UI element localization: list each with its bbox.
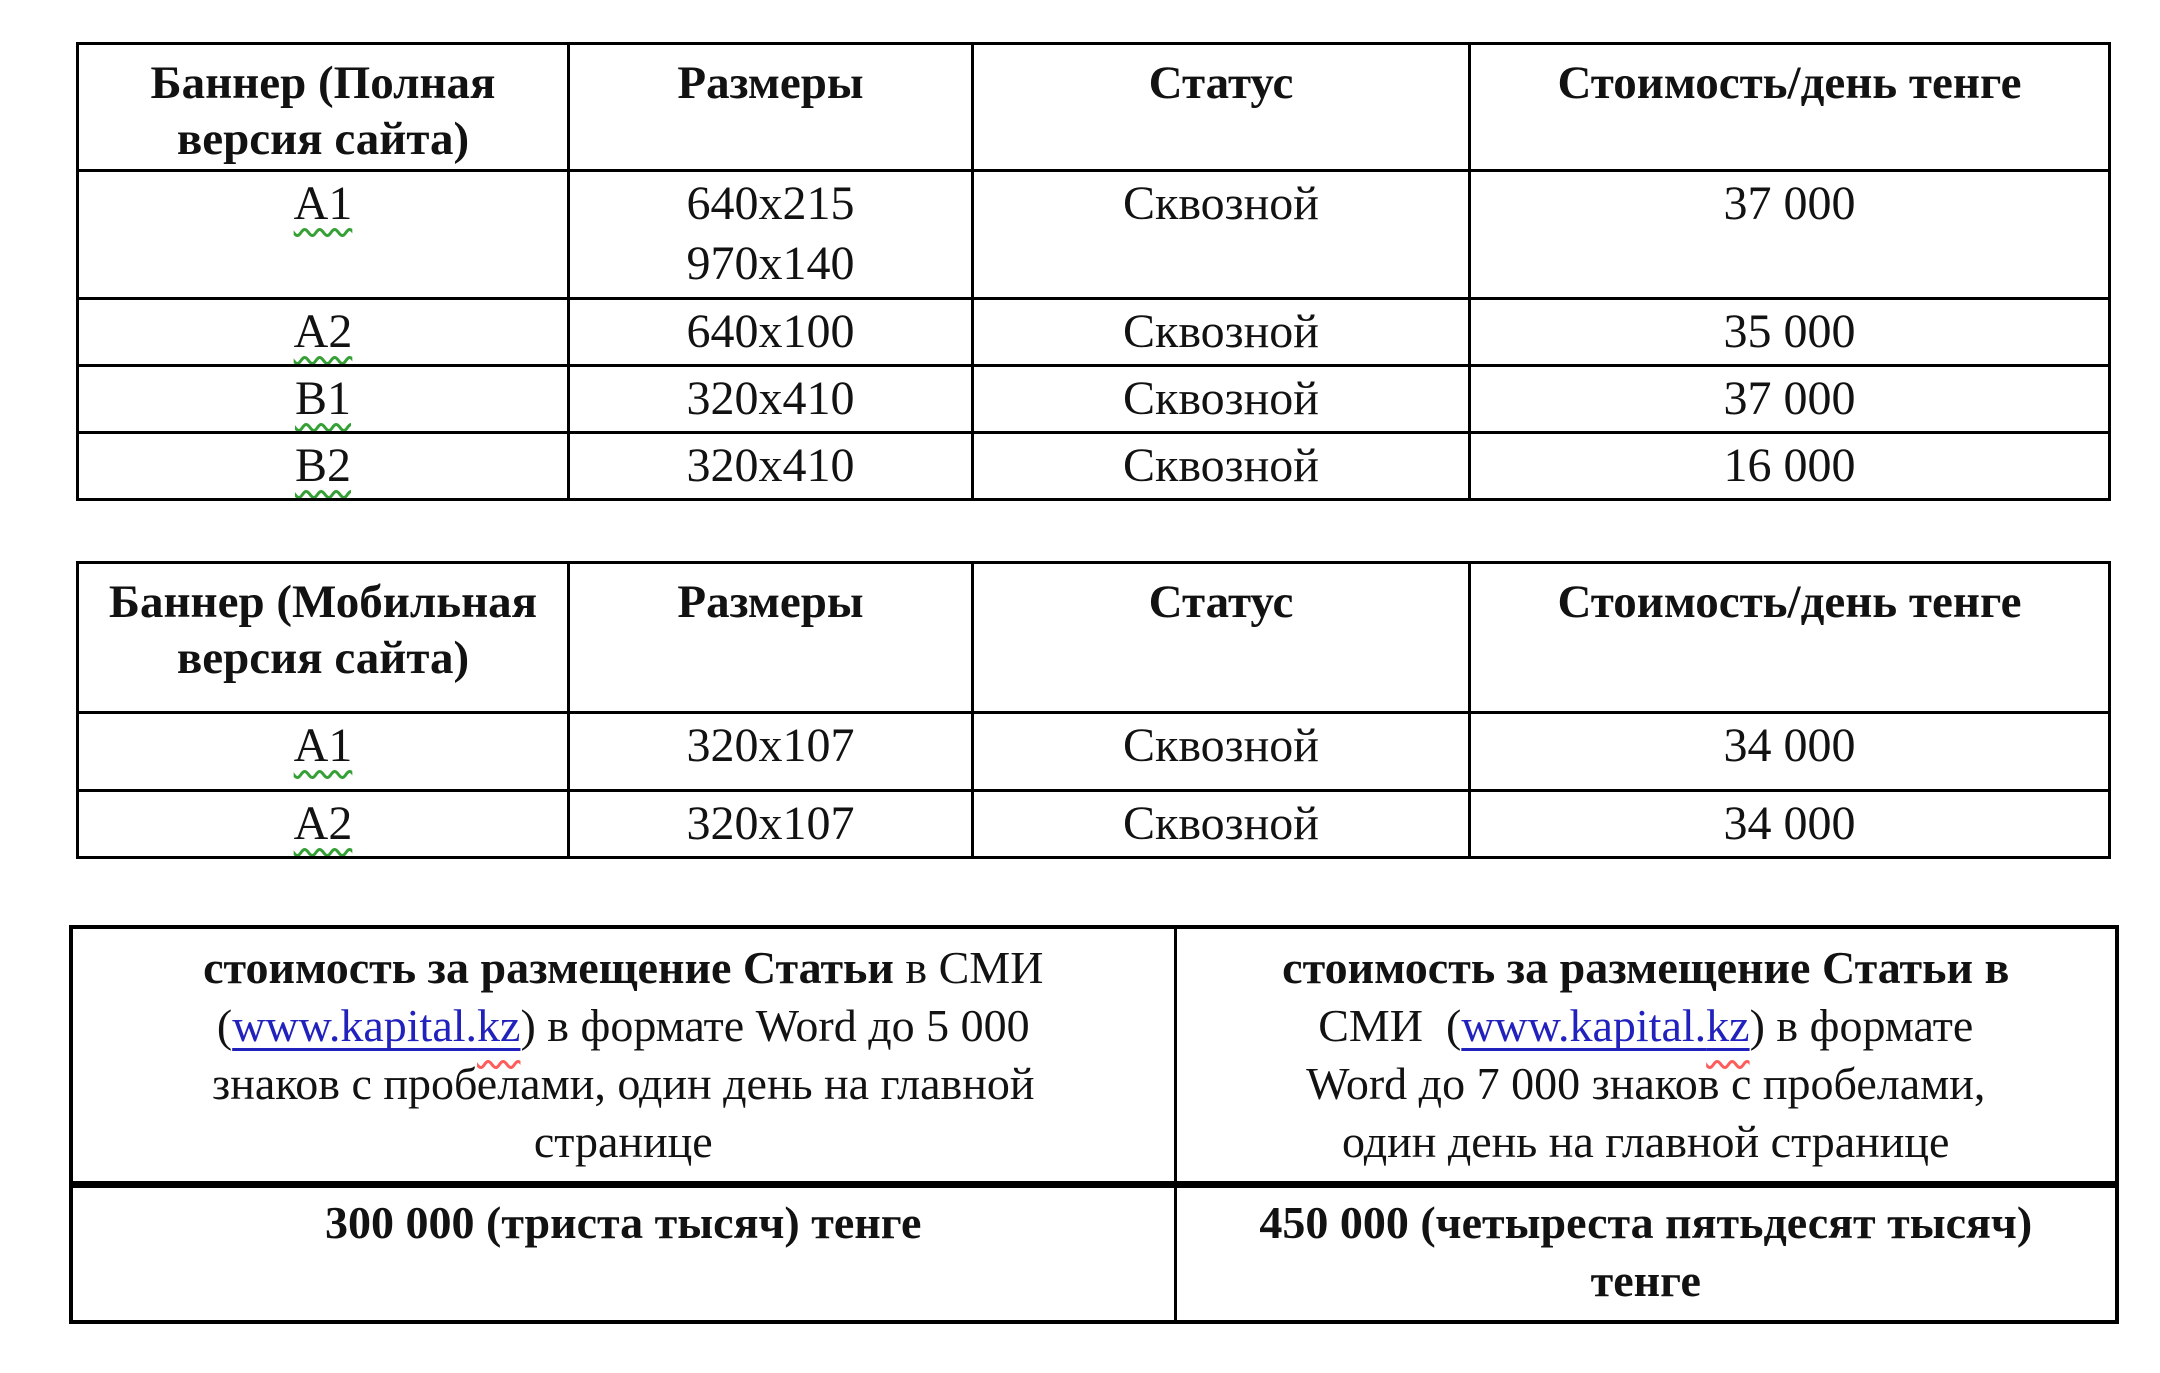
header-cell-sizes: Размеры: [567, 561, 974, 714]
article-7000-description-cell: стоимость за размещение Статьи в СМИ (ww…: [1173, 925, 2119, 1186]
price-cell: 37 000: [1468, 169, 2111, 300]
status-cell: Сквозной: [971, 431, 1471, 501]
table-row: B2 320x410 Сквозной 16 000: [76, 431, 2111, 501]
description-bold-text: стоимость за размещение Статьи в: [1282, 942, 2010, 993]
table-header-row: Баннер (Полная версия сайта) Размеры Ста…: [76, 42, 2111, 172]
header-cell-status: Статус: [971, 42, 1471, 172]
sizes-cell: 640x215 970x140: [567, 169, 974, 300]
sizes-cell: 320x107: [567, 711, 974, 792]
sizes-cell: 320x410: [567, 431, 974, 501]
sizes-cell: 640x100: [567, 297, 974, 367]
price-cell: 37 000: [1468, 364, 2111, 434]
header-cell-status: Статус: [971, 561, 1471, 714]
banner-name-cell: A1: [76, 711, 570, 792]
table-row: A2 640x100 Сквозной 35 000: [76, 297, 2111, 367]
description-bold-text: стоимость за размещение Статьи: [203, 942, 894, 993]
link-text[interactable]: www.kapital.: [1461, 1000, 1707, 1051]
description-text: ) в формате Word до 5 000 знаков с пробе…: [212, 1000, 1035, 1167]
kapital-kz-link[interactable]: www.kapital.kz: [1461, 1000, 1749, 1051]
banner-name-misspelled: A2: [293, 797, 353, 850]
banner-name-cell: B1: [76, 364, 570, 434]
articles-pricing-table: стоимость за размещение Статьи в СМИ (ww…: [69, 925, 2119, 1324]
description-text: ) в формате Word до 7 000 знаков с пробе…: [1306, 1000, 1986, 1167]
status-cell: Сквозной: [971, 169, 1471, 300]
link-text-misspelled-tail[interactable]: kz: [477, 1000, 521, 1051]
table-row: A1 320x107 Сквозной 34 000: [76, 711, 2111, 792]
article-5000-description-cell: стоимость за размещение Статьи в СМИ (ww…: [69, 925, 1177, 1186]
header-cell-banner: Баннер (Мобильная версия сайта): [76, 561, 570, 714]
status-cell: Сквозной: [971, 711, 1471, 792]
description-text: СМИ (: [1318, 1000, 1462, 1051]
table-header-row: Баннер (Мобильная версия сайта) Размеры …: [76, 561, 2111, 714]
banner-name-cell: A1: [76, 169, 570, 300]
table-row: B1 320x410 Сквозной 37 000: [76, 364, 2111, 434]
status-cell: Сквозной: [971, 297, 1471, 367]
link-text-misspelled-tail[interactable]: kz: [1706, 1000, 1750, 1051]
status-cell: Сквозной: [971, 364, 1471, 434]
banner-name-cell: A2: [76, 789, 570, 859]
banner-name-cell: A2: [76, 297, 570, 367]
article-7000-price-cell: 450 000 (четыреста пятьдесят тысяч) тенг…: [1173, 1181, 2119, 1324]
header-cell-price: Стоимость/день тенге: [1468, 42, 2111, 172]
banner-table-full-site: Баннер (Полная версия сайта) Размеры Ста…: [76, 42, 2111, 501]
table-row: A1 640x215 970x140 Сквозной 37 000: [76, 169, 2111, 300]
status-cell: Сквозной: [971, 789, 1471, 859]
article-5000-price-cell: 300 000 (триста тысяч) тенге: [69, 1181, 1177, 1324]
articles-description-row: стоимость за размещение Статьи в СМИ (ww…: [69, 925, 2119, 1186]
sizes-cell: 320x107: [567, 789, 974, 859]
table-row: A2 320x107 Сквозной 34 000: [76, 789, 2111, 859]
kapital-kz-link[interactable]: www.kapital.kz: [232, 1000, 520, 1051]
price-cell: 34 000: [1468, 711, 2111, 792]
banner-name-misspelled: A2: [293, 305, 353, 358]
header-cell-sizes: Размеры: [567, 42, 974, 172]
banner-name-misspelled: B2: [294, 439, 351, 492]
banner-table-mobile-site: Баннер (Мобильная версия сайта) Размеры …: [76, 561, 2111, 859]
price-cell: 16 000: [1468, 431, 2111, 501]
header-cell-banner: Баннер (Полная версия сайта): [76, 42, 570, 172]
link-text[interactable]: www.kapital.: [232, 1000, 478, 1051]
banner-name-misspelled: B1: [294, 372, 351, 425]
header-cell-price: Стоимость/день тенге: [1468, 561, 2111, 714]
banner-name-misspelled: A1: [293, 719, 353, 772]
sizes-cell: 320x410: [567, 364, 974, 434]
description-text: в СМИ (: [216, 942, 1044, 1051]
price-cell: 34 000: [1468, 789, 2111, 859]
articles-price-row: 300 000 (триста тысяч) тенге 450 000 (че…: [69, 1181, 2119, 1324]
price-cell: 35 000: [1468, 297, 2111, 367]
banner-name-misspelled: A1: [293, 177, 353, 230]
banner-name-cell: B2: [76, 431, 570, 501]
